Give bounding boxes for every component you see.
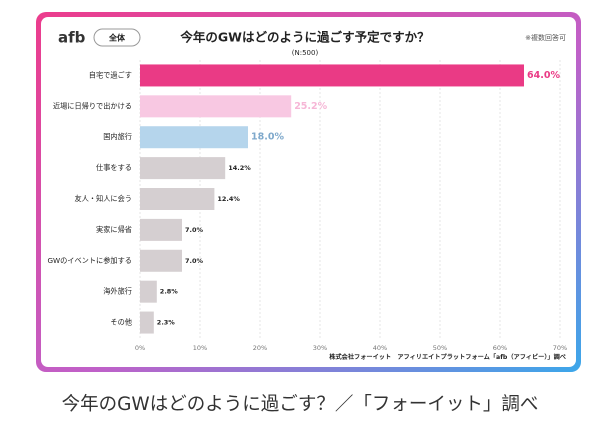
value-label: 2.3% <box>157 319 176 327</box>
value-label: 18.0% <box>251 132 284 143</box>
value-label: 7.0% <box>185 226 204 234</box>
bar <box>140 249 182 272</box>
bar <box>140 218 182 241</box>
x-tick-label: 10% <box>193 344 207 352</box>
y-tick-label: その他 <box>110 318 132 327</box>
value-label: 25.2% <box>294 101 327 112</box>
bar <box>140 280 157 303</box>
y-tick-label: 友人・知人に会う <box>74 194 132 203</box>
subtitle: (N:500) <box>292 49 319 57</box>
x-tick-label: 0% <box>135 344 145 352</box>
chart-title: 今年のGWはどのように過ごす予定ですか？ <box>179 30 429 45</box>
y-tick-label: 自宅で過ごす <box>89 70 132 79</box>
x-tick-label: 40% <box>373 344 387 352</box>
x-tick-label: 20% <box>253 344 267 352</box>
x-tick-label: 70% <box>553 344 567 352</box>
x-tick-label: 60% <box>493 344 507 352</box>
value-label: 14.2% <box>228 164 251 172</box>
source: 株式会社フォーイット アフィリエイトプラットフォーム「afb（アフィビー）」調べ <box>329 353 567 361</box>
bar <box>140 64 524 87</box>
bar <box>140 95 292 118</box>
value-label: 7.0% <box>185 257 204 265</box>
y-tick-label: 国内旅行 <box>103 132 132 141</box>
x-tick-label: 30% <box>313 344 327 352</box>
y-tick-label: 仕事をする <box>96 163 132 172</box>
bar <box>140 157 226 180</box>
value-label: 12.4% <box>217 195 240 203</box>
y-tick-label: 海外旅行 <box>103 287 132 296</box>
value-label: 64.0% <box>527 70 560 81</box>
bar <box>140 311 154 334</box>
logo: afb <box>58 29 86 47</box>
bar <box>140 188 215 210</box>
note: ※複数回答可 <box>525 33 566 42</box>
tag: 全体 <box>108 33 126 43</box>
bar <box>140 126 248 149</box>
y-tick-label: 実家に帰省 <box>96 225 132 234</box>
caption: 今年のGWはどのように過ごす？／「フォーイット」調べ <box>62 394 539 415</box>
value-label: 2.8% <box>160 288 179 296</box>
x-tick-label: 50% <box>433 344 447 352</box>
y-tick-label: 近場に日帰りで出かける <box>53 101 132 110</box>
y-tick-label: GWのイベントに参加する <box>47 256 132 265</box>
tag-pill <box>93 28 141 47</box>
